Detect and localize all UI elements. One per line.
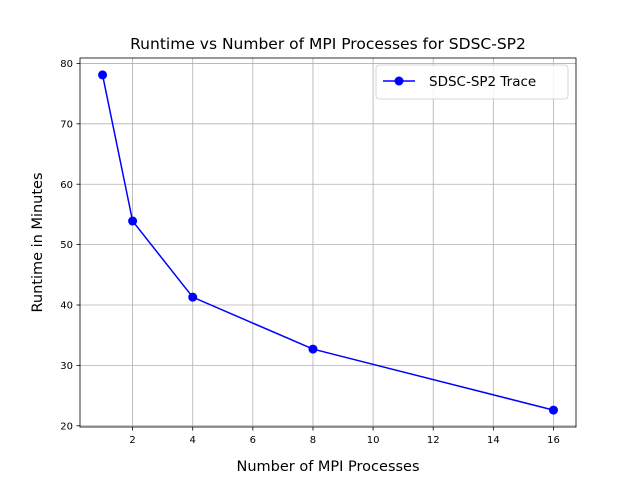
x-tick-label: 10 bbox=[367, 435, 380, 446]
y-tick-label: 40 bbox=[60, 301, 73, 312]
x-axis-label: Number of MPI Processes bbox=[236, 459, 419, 475]
legend-marker-swatch bbox=[394, 76, 404, 86]
y-tick-label: 50 bbox=[60, 240, 73, 251]
x-tick-label: 2 bbox=[129, 435, 135, 446]
chart-title: Runtime vs Number of MPI Processes for S… bbox=[130, 35, 526, 53]
x-tick-label: 14 bbox=[487, 435, 500, 446]
series-line bbox=[101, 74, 554, 411]
grid-lines bbox=[80, 58, 576, 427]
legend-box bbox=[375, 64, 569, 100]
y-tick-label: 80 bbox=[60, 59, 73, 70]
legend-label: SDSC-SP2 Trace bbox=[429, 74, 536, 90]
y-axis-label: Runtime in Minutes bbox=[30, 172, 46, 312]
x-tick-label: 12 bbox=[427, 435, 440, 446]
data-point bbox=[188, 292, 198, 302]
x-axis: 2 4 6 8 10 12 14 16 bbox=[129, 427, 560, 446]
x-tick-label: 8 bbox=[310, 435, 316, 446]
legend: SDSC-SP2 Trace bbox=[375, 64, 569, 100]
data-point bbox=[308, 344, 318, 354]
plot-area-frame bbox=[79, 57, 577, 428]
series-group bbox=[98, 70, 558, 415]
y-tick-label: 20 bbox=[60, 421, 73, 432]
y-tick-label: 60 bbox=[60, 180, 73, 191]
x-tick-label: 16 bbox=[547, 435, 560, 446]
x-tick-label: 4 bbox=[190, 435, 196, 446]
data-point bbox=[98, 70, 108, 80]
data-point bbox=[128, 216, 138, 226]
y-tick-label: 30 bbox=[60, 361, 73, 372]
y-axis: 20 30 40 50 60 70 80 bbox=[60, 59, 80, 432]
data-point bbox=[548, 405, 558, 415]
y-tick-label: 70 bbox=[60, 119, 73, 130]
x-tick-label: 6 bbox=[250, 435, 256, 446]
